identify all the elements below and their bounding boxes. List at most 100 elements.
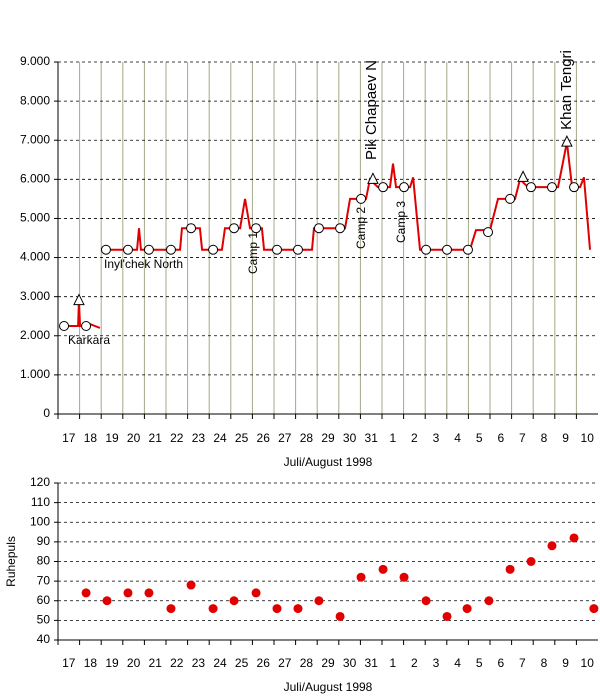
y-tick-label: 5.000 — [20, 211, 50, 225]
x-tick-label: 2 — [411, 656, 418, 670]
x-tick-label: 23 — [192, 656, 206, 670]
pulse-dot — [399, 572, 409, 582]
x-tick-label: 24 — [213, 656, 227, 670]
x-tick-label: 21 — [149, 431, 163, 445]
y-tick-label: 2.000 — [20, 328, 50, 342]
y-tick-label: 110 — [31, 495, 50, 509]
camp-marker — [569, 182, 580, 193]
x-tick-label: 4 — [454, 656, 461, 670]
summit-marker — [73, 293, 85, 306]
x-tick-label: 20 — [127, 431, 141, 445]
y-tick-label: 8.000 — [20, 93, 50, 107]
y-tick-label: 6.000 — [20, 172, 50, 186]
x-tick-label: 2 — [411, 431, 418, 445]
x-tick-label: 29 — [321, 431, 335, 445]
annotation: Camp 1 — [246, 232, 260, 274]
pulse-dot — [589, 604, 599, 614]
pulse-dot — [314, 596, 324, 606]
x-tick-label: 25 — [235, 656, 249, 670]
camp-marker — [442, 244, 453, 255]
camp-marker — [292, 244, 303, 255]
y-tick-label: 9.000 — [20, 54, 50, 68]
y-tick-label: 90 — [37, 534, 51, 548]
pulse-dot — [102, 596, 112, 606]
camp-marker — [186, 223, 197, 234]
x-tick-label: 30 — [343, 656, 357, 670]
annotation: Inyl'chek North — [104, 257, 183, 271]
x-tick-label: 7 — [519, 656, 526, 670]
pulse-dot — [442, 611, 452, 621]
pulse-dot — [144, 588, 154, 598]
x-tick-label: 25 — [235, 431, 249, 445]
x-tick-label: 26 — [257, 656, 271, 670]
camp-marker — [100, 244, 111, 255]
y-tick-label: 3.000 — [20, 289, 50, 303]
camp-marker — [526, 182, 537, 193]
pulse-dot — [251, 588, 261, 598]
x-tick-label: 30 — [343, 431, 357, 445]
x-tick-label: 24 — [213, 431, 227, 445]
y-tick-label: 4.000 — [20, 250, 50, 264]
camp-marker — [229, 223, 240, 234]
annotation: Camp 2 — [354, 207, 368, 249]
x-tick-label: 8 — [541, 431, 548, 445]
x-tick-label: 10 — [581, 431, 595, 445]
x-tick-label: 31 — [365, 656, 379, 670]
x-tick-label: 27 — [278, 656, 292, 670]
x-tick-label: 17 — [62, 656, 76, 670]
x-tick-label: 18 — [84, 431, 98, 445]
camp-marker — [59, 321, 70, 331]
x-tick-label: 9 — [562, 431, 569, 445]
x-tick-label: 4 — [454, 431, 461, 445]
pulse-dot — [335, 611, 345, 621]
x-tick-label: 27 — [278, 431, 292, 445]
annotation: Khan Tengri — [558, 50, 575, 130]
y-axis-title: Ruhepuls — [4, 536, 18, 587]
x-tick-label: 19 — [105, 431, 119, 445]
x-tick-label: 28 — [300, 431, 314, 445]
camp-marker — [335, 223, 346, 234]
x-tick-label: 5 — [476, 431, 483, 445]
x-axis-title: Juli/August 1998 — [284, 680, 373, 694]
x-tick-label: 20 — [127, 656, 141, 670]
pulse-dot — [484, 596, 494, 606]
pulse-dot — [166, 604, 176, 614]
x-tick-label: 23 — [192, 431, 206, 445]
x-tick-label: 22 — [170, 656, 184, 670]
x-tick-label: 21 — [149, 656, 163, 670]
x-tick-label: 1 — [389, 656, 396, 670]
y-tick-label: 80 — [37, 554, 51, 568]
pulse-dot — [186, 580, 196, 590]
y-tick-label: 40 — [37, 632, 51, 646]
x-tick-label: 26 — [257, 431, 271, 445]
pulse-dot — [272, 604, 282, 614]
camp-marker — [399, 182, 410, 193]
camp-marker — [505, 193, 516, 204]
x-tick-label: 3 — [433, 656, 440, 670]
x-tick-label: 7 — [519, 431, 526, 445]
annotation: Camp 3 — [394, 201, 408, 243]
x-tick-label: 3 — [433, 431, 440, 445]
y-tick-label: 60 — [37, 593, 51, 607]
camp-marker — [462, 244, 473, 255]
pulse-dot — [505, 564, 515, 574]
camp-marker — [122, 244, 133, 255]
camp-marker — [272, 244, 283, 255]
y-tick-label: 50 — [37, 613, 51, 627]
pulse-dot — [293, 604, 303, 614]
pulse-dot — [81, 588, 91, 598]
pulse-dot — [547, 541, 557, 551]
x-tick-label: 22 — [170, 431, 184, 445]
x-tick-label: 9 — [562, 656, 569, 670]
pulse-dot — [208, 604, 218, 614]
annotation: Pik Chapaev N — [363, 60, 380, 160]
x-tick-label: 29 — [321, 656, 335, 670]
pulse-dot — [569, 533, 579, 543]
x-tick-label: 31 — [365, 431, 379, 445]
summit-marker — [367, 172, 379, 184]
x-axis-title: Juli/August 1998 — [284, 455, 373, 469]
camp-marker — [421, 244, 432, 255]
pulse-dot — [123, 588, 133, 598]
x-tick-label: 19 — [105, 656, 119, 670]
pulse-dot — [378, 564, 388, 574]
